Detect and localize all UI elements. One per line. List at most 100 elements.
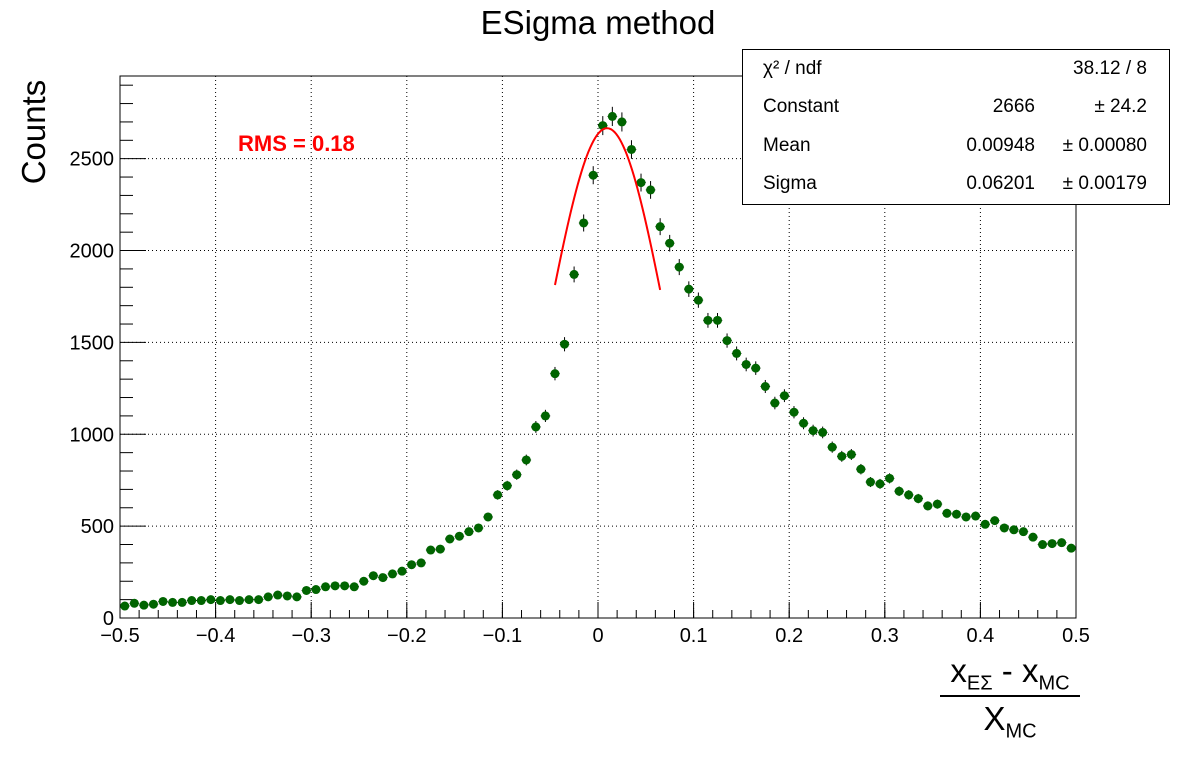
x-tick-label: 0: [592, 625, 603, 647]
data-point: [177, 597, 187, 607]
rms-annotation: RMS = 0.18: [238, 131, 355, 156]
data-point: [359, 576, 369, 586]
data-point: [636, 178, 646, 188]
fraction-bar: [940, 695, 1080, 697]
data-point: [206, 595, 216, 605]
stat-error: ± 24.2: [1094, 96, 1147, 117]
data-point: [741, 359, 751, 369]
y-tick-label: 0: [103, 608, 114, 630]
x-tick-label: −0.3: [291, 625, 330, 647]
data-point: [961, 512, 971, 522]
data-point: [846, 449, 856, 459]
data-point: [1028, 532, 1038, 542]
data-point: [244, 595, 254, 605]
data-point: [502, 481, 512, 491]
data-point: [990, 516, 1000, 526]
data-point: [626, 144, 636, 154]
data-point: [550, 369, 560, 379]
x-axis-label-numerator: xEΣ - xMC: [950, 652, 1070, 695]
data-point: [665, 238, 675, 248]
data-point: [1047, 539, 1057, 549]
x-axis-label-denominator: XMC: [983, 700, 1037, 743]
data-point: [340, 581, 350, 591]
data-point: [923, 501, 933, 511]
data-point: [1066, 543, 1076, 553]
data-point: [540, 411, 550, 421]
data-point: [196, 596, 206, 606]
y-tick-label: 2500: [70, 149, 115, 171]
data-point: [1009, 525, 1019, 535]
data-point: [464, 527, 474, 537]
x-tick-label: 0.2: [775, 625, 803, 647]
x-tick-label: −0.2: [387, 625, 426, 647]
data-point: [693, 295, 703, 305]
data-point: [531, 422, 541, 432]
data-point: [799, 418, 809, 428]
data-point: [579, 218, 589, 228]
data-point: [751, 363, 761, 373]
data-point: [474, 523, 483, 533]
y-tick-label: 1000: [70, 424, 115, 446]
data-point: [407, 560, 417, 570]
data-point: [885, 473, 895, 483]
x-tick-label: 0.1: [680, 625, 708, 647]
data-point: [378, 573, 388, 583]
x-tick-label: −0.1: [483, 625, 522, 647]
data-point: [368, 571, 378, 581]
stat-value: 0.06201: [966, 173, 1035, 194]
data-point: [722, 336, 732, 346]
data-point: [1018, 527, 1028, 537]
x-tick-label: −0.4: [196, 625, 235, 647]
data-point: [512, 470, 522, 480]
data-point: [215, 596, 225, 606]
fit-stats-box: χ² / ndf 38.12 / 8 Constant 2666 ± 24.2 …: [742, 49, 1170, 205]
stat-row-sigma: Sigma 0.06201 ± 0.00179: [743, 165, 1169, 203]
data-point: [148, 599, 158, 609]
x-axis-label: xEΣ - xMC XMC: [940, 650, 1080, 750]
data-point: [168, 597, 178, 607]
data-point: [856, 464, 866, 474]
data-point: [292, 592, 302, 602]
data-point: [187, 596, 197, 606]
stat-name: χ² / ndf: [763, 58, 822, 79]
stat-error: ± 0.00080: [1062, 135, 1147, 156]
data-point: [674, 262, 684, 272]
y-tick-label: 2000: [70, 241, 115, 263]
data-point: [129, 598, 139, 608]
y-axis-label: Counts: [15, 79, 52, 185]
chart-title: ESigma method: [480, 4, 716, 41]
x-tick-label: 0.3: [871, 625, 899, 647]
data-point: [139, 600, 149, 610]
data-point: [894, 486, 904, 496]
data-point: [952, 509, 961, 519]
y-tick-label: 1500: [70, 332, 115, 354]
data-point: [760, 382, 770, 392]
stat-value: 2666: [992, 96, 1035, 117]
data-point: [493, 490, 503, 500]
stat-row-chi2: χ² / ndf 38.12 / 8: [743, 50, 1169, 88]
data-point: [617, 117, 627, 127]
stat-name: Mean: [763, 135, 811, 156]
data-point: [588, 170, 598, 180]
gaussian-fit-curve: [554, 127, 662, 291]
data-point: [158, 596, 168, 606]
data-point: [779, 391, 789, 401]
x-tick-label: 0.4: [966, 625, 994, 647]
y-tick-label: 500: [81, 516, 114, 538]
data-point: [837, 451, 847, 461]
stat-name: Sigma: [763, 173, 817, 194]
data-point: [932, 499, 942, 509]
data-point: [397, 566, 407, 576]
data-point: [254, 595, 264, 605]
data-point: [120, 601, 130, 611]
data-point: [865, 477, 875, 487]
data-point: [521, 455, 531, 465]
data-point: [445, 534, 455, 544]
data-point: [1038, 540, 1048, 550]
data-point: [1057, 538, 1067, 548]
data-point: [980, 519, 990, 529]
data-point: [560, 339, 570, 349]
data-point: [387, 569, 397, 579]
data-point: [808, 426, 818, 436]
data-point: [713, 315, 722, 325]
